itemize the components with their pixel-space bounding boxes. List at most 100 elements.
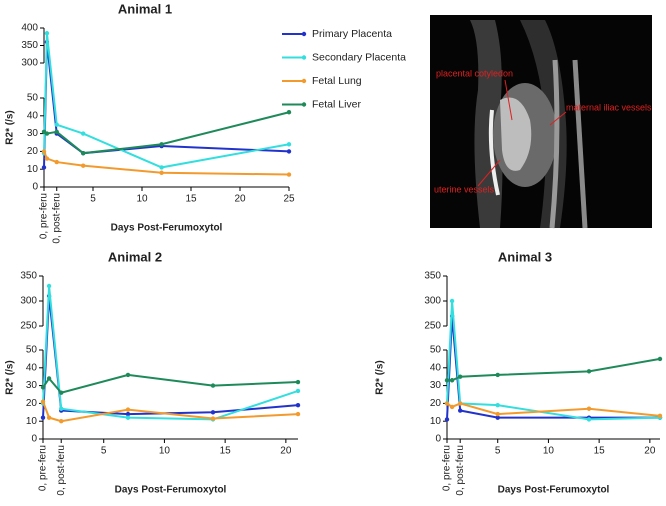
data-point [46, 376, 52, 381]
data-point [295, 388, 301, 394]
data-point [41, 149, 47, 154]
data-point [286, 110, 292, 115]
data-point [495, 372, 500, 378]
series-line [447, 357, 661, 382]
data-point [46, 415, 52, 420]
y-tick-label: 10 [26, 416, 38, 427]
data-point [495, 402, 500, 408]
y-axis-label: R2* (/s) [5, 360, 16, 394]
x-axis-label: Days Post-Ferumoxytol [115, 485, 227, 496]
data-point [586, 417, 592, 422]
data-point [286, 172, 292, 177]
y-tick-label: 20 [430, 398, 442, 409]
y-tick-label: 40 [430, 362, 442, 373]
data-point [586, 406, 592, 411]
data-point [54, 122, 59, 127]
data-point [210, 383, 216, 388]
x-tick-label: 20 [280, 446, 292, 457]
data-point [125, 407, 131, 412]
legend-label: Primary Placenta [312, 28, 392, 40]
series-line [42, 285, 299, 421]
image-vessel [572, 59, 588, 229]
legend-marker [301, 102, 307, 107]
data-point [40, 415, 46, 420]
y-tick-label: 250 [20, 321, 37, 332]
data-point [59, 390, 64, 395]
series-line [42, 401, 299, 423]
data-point [295, 411, 301, 417]
x-tick-label: 0, pre-feru [38, 445, 49, 491]
y-tick-label: 0 [31, 434, 37, 445]
data-point [159, 165, 164, 170]
x-tick-label: 10 [136, 194, 148, 205]
data-point [81, 163, 86, 168]
data-point [125, 372, 131, 378]
data-point [46, 283, 52, 289]
x-tick-label: 10 [543, 446, 555, 457]
data-point [657, 413, 663, 419]
data-point [295, 379, 301, 385]
data-point [495, 411, 500, 417]
y-tick-label: 300 [424, 296, 441, 307]
series-line [446, 300, 661, 421]
x-tick-label: 0, pre-feru [442, 445, 453, 491]
legend-label: Fetal Lung [312, 75, 362, 87]
data-point [586, 369, 592, 374]
data-point [449, 378, 455, 383]
y-tick-label: 250 [424, 321, 441, 332]
legend-marker [301, 78, 307, 84]
chart: Animal 3 Days Post-Ferumoxytol R2* (/s) 0 10… [375, 249, 663, 496]
data-point [159, 142, 164, 147]
series-line [43, 41, 290, 168]
x-tick-label: 0, post-feru [56, 445, 67, 496]
chart: Animal 2 Days Post-Ferumoxytol R2* (/s) 0 10… [5, 249, 301, 496]
data-point [457, 401, 463, 406]
data-point [210, 410, 216, 415]
y-tick-label: 30 [27, 128, 39, 139]
data-point [286, 142, 292, 147]
y-tick-label: 20 [27, 146, 39, 157]
x-tick-label: 15 [594, 446, 606, 457]
x-tick-label: 20 [234, 194, 246, 205]
y-tick-label: 0 [435, 434, 441, 445]
legend-label: Fetal Liver [312, 98, 362, 110]
legend-label: Secondary Placenta [312, 51, 406, 63]
legend-marker [301, 31, 307, 37]
data-point [41, 165, 47, 170]
chart: Animal 1 Days Post-Ferumoxytol R2* (/s) 0 10… [5, 1, 295, 243]
y-tick-label: 40 [27, 110, 39, 121]
chart-title: Animal 2 [108, 249, 162, 264]
series-line [43, 33, 290, 169]
series-line [42, 295, 299, 418]
data-point [657, 356, 663, 362]
x-tick-label: 20 [644, 446, 656, 457]
annotation: maternal iliac vessels [566, 102, 652, 112]
annotation-arrow [477, 159, 501, 187]
data-point [44, 31, 50, 36]
y-tick-label: 50 [430, 345, 442, 356]
legend-marker [301, 55, 307, 60]
data-point [44, 131, 50, 136]
y-tick-label: 50 [26, 345, 38, 356]
data-point [457, 374, 463, 379]
series-line [43, 151, 290, 176]
y-tick-label: 30 [26, 380, 38, 391]
data-point [54, 129, 59, 135]
data-point [444, 378, 450, 383]
x-tick-label: 0, post-feru [455, 445, 466, 496]
annotation-arrow [549, 111, 567, 126]
data-point [125, 411, 131, 417]
y-tick-label: 30 [430, 380, 442, 391]
y-axis-label: R2* (/s) [375, 360, 386, 394]
data-point [449, 298, 455, 304]
data-point [59, 419, 64, 424]
y-tick-label: 10 [430, 416, 442, 427]
data-point [159, 170, 164, 175]
data-point [286, 149, 292, 154]
data-point [495, 415, 500, 420]
data-point [54, 159, 59, 165]
x-tick-label: 15 [185, 194, 197, 205]
data-point [40, 385, 46, 390]
data-point [457, 408, 463, 413]
